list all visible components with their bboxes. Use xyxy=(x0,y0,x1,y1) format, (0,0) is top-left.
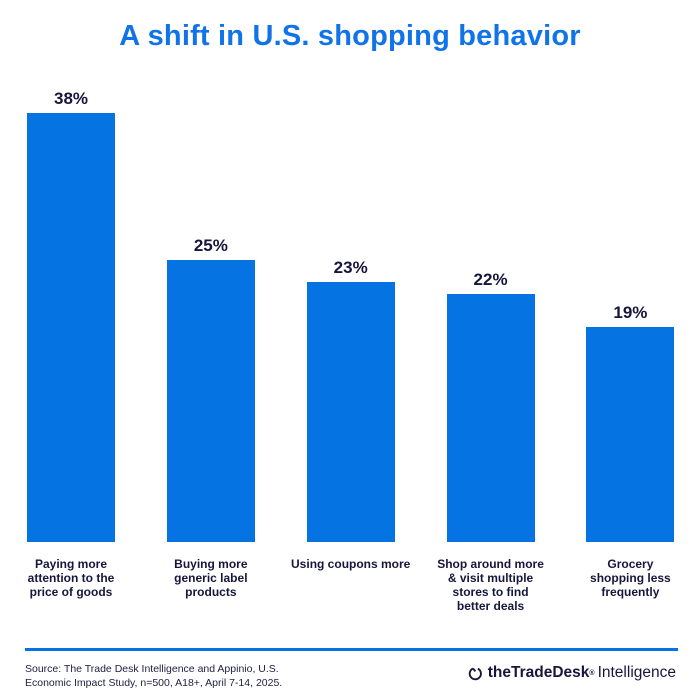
category-label-line: Grocery xyxy=(607,557,654,571)
bar-value-label: 38% xyxy=(53,89,89,108)
bar xyxy=(586,327,675,542)
bar xyxy=(166,260,255,542)
category-label-line: price of goods xyxy=(29,585,113,599)
registered-mark: ® xyxy=(589,669,595,677)
footer-divider xyxy=(25,648,678,651)
source-line-1: Source: The Trade Desk Intelligence and … xyxy=(25,663,279,675)
category-label-line: generic label xyxy=(174,571,248,585)
category-label-line: Buying more xyxy=(174,557,248,571)
source-line-2: Economic Impact Study, n=500, A18+, Apri… xyxy=(25,677,283,689)
category-label-line: products xyxy=(185,585,237,599)
category-label-line: shopping less xyxy=(590,571,671,585)
chart-title: A shift in U.S. shopping behavior xyxy=(119,20,581,52)
category-label-line: better deals xyxy=(456,599,525,613)
logo-suffix-text: Intelligence xyxy=(597,664,676,681)
tradedesk-logo-icon xyxy=(468,666,483,681)
source-note: Source: The Trade Desk Intelligence and … xyxy=(25,662,282,690)
bar xyxy=(306,282,395,542)
bar-value-label: 23% xyxy=(333,258,368,277)
category-label: Shop around more & visit multiple stores t… xyxy=(416,557,566,613)
logo-brand-text: theTradeDesk xyxy=(487,664,590,681)
category-label: Using coupons more xyxy=(276,557,426,571)
bar xyxy=(446,294,535,542)
bar xyxy=(27,113,115,542)
category-label-line: Using coupons more xyxy=(291,557,411,571)
category-label-line: Shop around more xyxy=(437,557,544,571)
category-label-line: frequently xyxy=(601,585,660,599)
bar-value-label: 25% xyxy=(193,236,228,255)
bar-value-label: 19% xyxy=(613,303,648,322)
category-label-line: attention to the xyxy=(27,571,115,585)
category-label-line: Paying more xyxy=(34,557,108,571)
category-label-line: stores to find xyxy=(452,585,529,599)
category-label: Paying more attention to the price of good… xyxy=(0,557,146,599)
brand-logo: theTradeDesk ® Intelligence xyxy=(468,664,676,682)
bar-value-label: 22% xyxy=(473,270,508,289)
category-label-line: & visit multiple xyxy=(447,571,534,585)
category-label: Buying more generic label products xyxy=(136,557,286,599)
category-label: Grocery shopping less frequently xyxy=(555,557,700,599)
